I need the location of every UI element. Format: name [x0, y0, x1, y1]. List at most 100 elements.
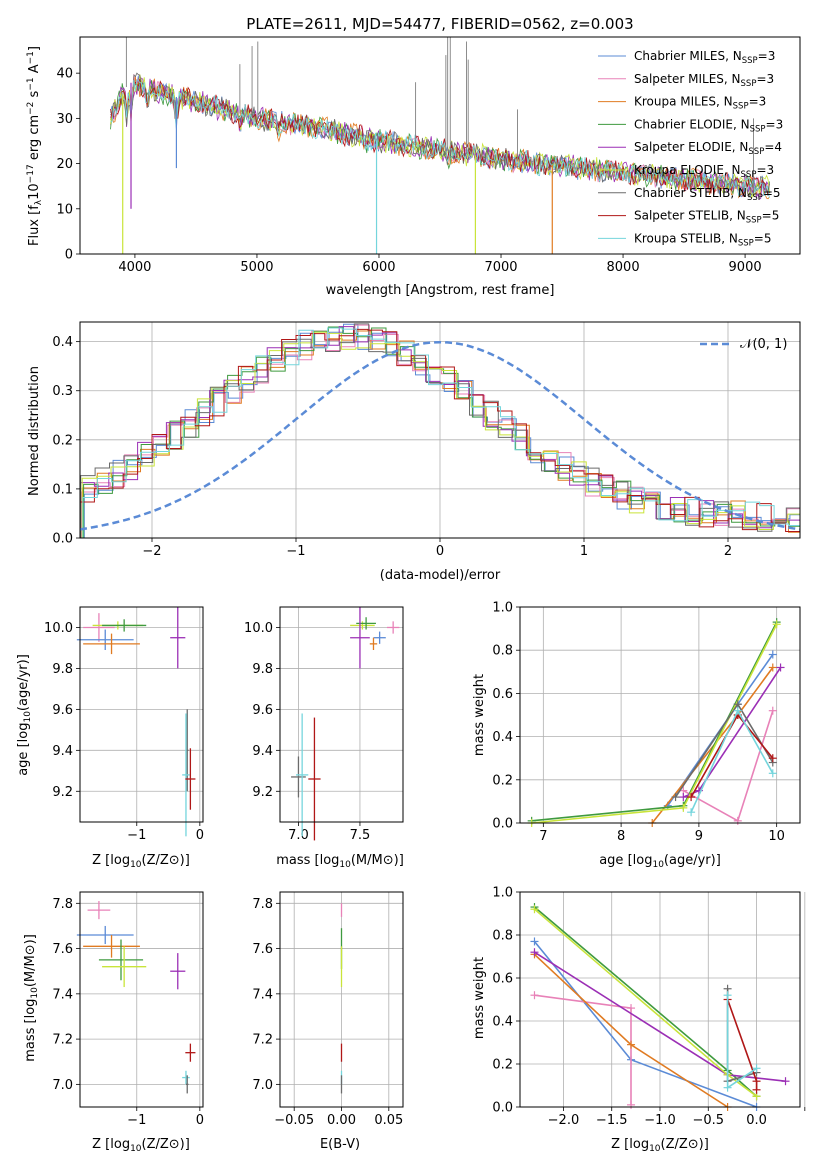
y-tick-label: 20 [56, 157, 73, 172]
y-tick-label: 0.2 [492, 1058, 513, 1073]
legend-label-main: Chabrier MILES, N [634, 49, 742, 63]
x-tick-label: 9 [695, 829, 703, 844]
spectrum-lines [110, 37, 770, 254]
y-tick-label: 0.0 [492, 817, 513, 832]
x-tick-label: 0 [196, 1113, 204, 1128]
age-z-ylabel: age [log10(age/yr)] [16, 654, 33, 776]
y-tick-label: 0.4 [52, 335, 73, 350]
histogram-step [80, 326, 800, 538]
y-tick-label: 10.0 [244, 621, 273, 636]
legend-label-main: Salpeter STELIB, N [634, 209, 746, 223]
x-tick-label: 10 [768, 829, 785, 844]
x-tick-label: 0.0 [746, 1113, 767, 1128]
mass-ebv-xlabel: E(B-V) [320, 1137, 360, 1152]
age-vs-metallicity-panel: −1 0 9.2 9.4 9.6 9.8 10.0 Z [log10(Z/Z⊙)] age … [16, 606, 204, 870]
mass-vs-extinction-panel: −0.05 0.00 0.05 7.0 7.2 7.4 7.6 7.8 E(B-V) [252, 891, 404, 1152]
histogram-steps [80, 323, 800, 538]
x-tick-label: 8000 [607, 260, 640, 275]
legend-label: Kroupa STELIB, NSSP=5 [634, 231, 772, 248]
legend-label-tail: =3 [766, 117, 784, 131]
y-tick-label: 10.0 [44, 621, 73, 636]
y-tick-label: 7.8 [52, 897, 73, 912]
x-tick-label: 5000 [240, 260, 273, 275]
x-tick-label: −0.5 [692, 1113, 724, 1128]
y-tick-label: 9.4 [252, 744, 273, 759]
x-tick-label: −1 [127, 1113, 146, 1128]
y-tick-label: 0.2 [492, 773, 513, 788]
legend-label-sub: SSP [742, 56, 758, 66]
weight-line [534, 994, 632, 1105]
x-tick-label: 0.05 [374, 1113, 403, 1128]
x-tick-label: −0.05 [274, 1113, 314, 1128]
axes-frame [519, 891, 801, 1108]
mass-vs-metallicity-panel: −1 0 7.0 7.2 7.4 7.6 7.8 Z [log10(Z/Z⊙)] mass … [23, 891, 204, 1154]
histogram-xlabel: (data-model)/error [380, 568, 501, 583]
mass-weight-vs-metallicity-panel: −2.0 −1.5 −1.0 −0.5 0.0 0.0 0.2 0.4 0.6 0.8 1.0 Z … [472, 886, 806, 1154]
histogram-step [80, 324, 800, 538]
spectrum-title: PLATE=2611, MJD=54477, FIBERID=0562, z=0… [246, 15, 633, 33]
weight-z-xlabel: Z [log10(Z/Z⊙)] [611, 1137, 709, 1154]
y-tick-label: 7.8 [252, 897, 273, 912]
x-tick-label: 9000 [729, 260, 762, 275]
legend-label-tail: =3 [756, 72, 774, 86]
y-tick-label: 7.6 [252, 942, 273, 957]
histogram-step [82, 330, 800, 538]
normal-legend-label: 𝒩(0, 1) [740, 337, 787, 352]
x-tick-label: −2.0 [548, 1113, 580, 1128]
y-tick-label: 0.0 [492, 1101, 513, 1116]
histogram-step [82, 327, 800, 538]
legend-label-tail: =3 [756, 163, 774, 177]
x-tick-label: 7.0 [288, 828, 309, 843]
age-z-xlabel: Z [log10(Z/Z⊙)] [92, 853, 190, 870]
axes-frame [79, 606, 204, 823]
y-tick-label: 7.0 [252, 1078, 273, 1093]
histogram-step [81, 331, 800, 538]
histogram-step [80, 323, 800, 538]
x-tick-label: 8 [617, 829, 625, 844]
y-tick-label: 7.6 [52, 942, 73, 957]
mass-z-xlabel: Z [log10(Z/Z⊙)] [92, 1137, 190, 1154]
legend-label-sub: SSP [747, 193, 763, 203]
legend-label-tail: =4 [764, 140, 782, 154]
legend-label: Chabrier STELIB, NSSP=5 [634, 186, 781, 203]
axes-frame [79, 321, 801, 539]
weight-line [531, 623, 778, 824]
y-tick-label: 10 [56, 202, 73, 217]
y-tick-label: 9.8 [52, 662, 73, 677]
y-tick-label: 7.4 [52, 987, 73, 1002]
x-tick-label: 7000 [484, 260, 517, 275]
axes-frame [279, 606, 404, 823]
y-tick-label: 0.0 [52, 532, 73, 547]
y-tick-label: 0.1 [52, 482, 73, 497]
y-tick-label: 9.2 [52, 785, 73, 800]
histogram-legend: 𝒩(0, 1) [700, 337, 787, 352]
y-tick-label: 0.4 [492, 730, 513, 745]
weight-line [674, 702, 774, 798]
age-vs-mass-panel: 7.0 7.5 9.2 9.4 9.6 9.8 10.0 mass [log10(M/M⊙)… [244, 606, 404, 870]
spectrum-line [110, 74, 770, 199]
legend-label-main: Kroupa MILES, N [634, 95, 733, 109]
x-tick-label: 0 [196, 828, 204, 843]
spectrum-xlabel: wavelength [Angstrom, rest frame] [326, 283, 555, 298]
y-tick-label: 0.8 [492, 644, 513, 659]
legend-label-main: Kroupa ELODIE, N [634, 163, 741, 177]
y-tick-label: 7.2 [52, 1033, 73, 1048]
legend-label: Salpeter ELODIE, NSSP=4 [634, 140, 782, 157]
legend-label-main: Chabrier STELIB, N [634, 186, 747, 200]
legend-label-sub: SSP [750, 124, 766, 134]
legend-label-sub: SSP [741, 170, 757, 180]
legend-label: Chabrier MILES, NSSP=3 [634, 49, 775, 66]
axes-frame [79, 36, 801, 255]
axes-frame [79, 891, 204, 1108]
x-tick-label: −1.0 [644, 1113, 676, 1128]
spectrum-ylabel: Flux [fλ10−17 erg cm−2 s−1 A−1] [26, 46, 44, 246]
x-tick-label: 0.00 [327, 1113, 356, 1128]
weight-age-xlabel: age [log10(age/yr)] [599, 853, 721, 870]
y-tick-label: 0.6 [492, 687, 513, 702]
residual-histogram-panel: −2 −1 0 1 2 0.0 0.1 0.2 0.3 0.4 (data-model)/erro… [27, 321, 801, 583]
x-tick-label: 7.5 [350, 828, 371, 843]
x-tick-label: 6000 [362, 260, 395, 275]
legend-label: Chabrier ELODIE, NSSP=3 [634, 117, 783, 134]
histogram-ylabel: Normed distribution [27, 366, 42, 496]
y-tick-label: 7.4 [252, 987, 273, 1002]
